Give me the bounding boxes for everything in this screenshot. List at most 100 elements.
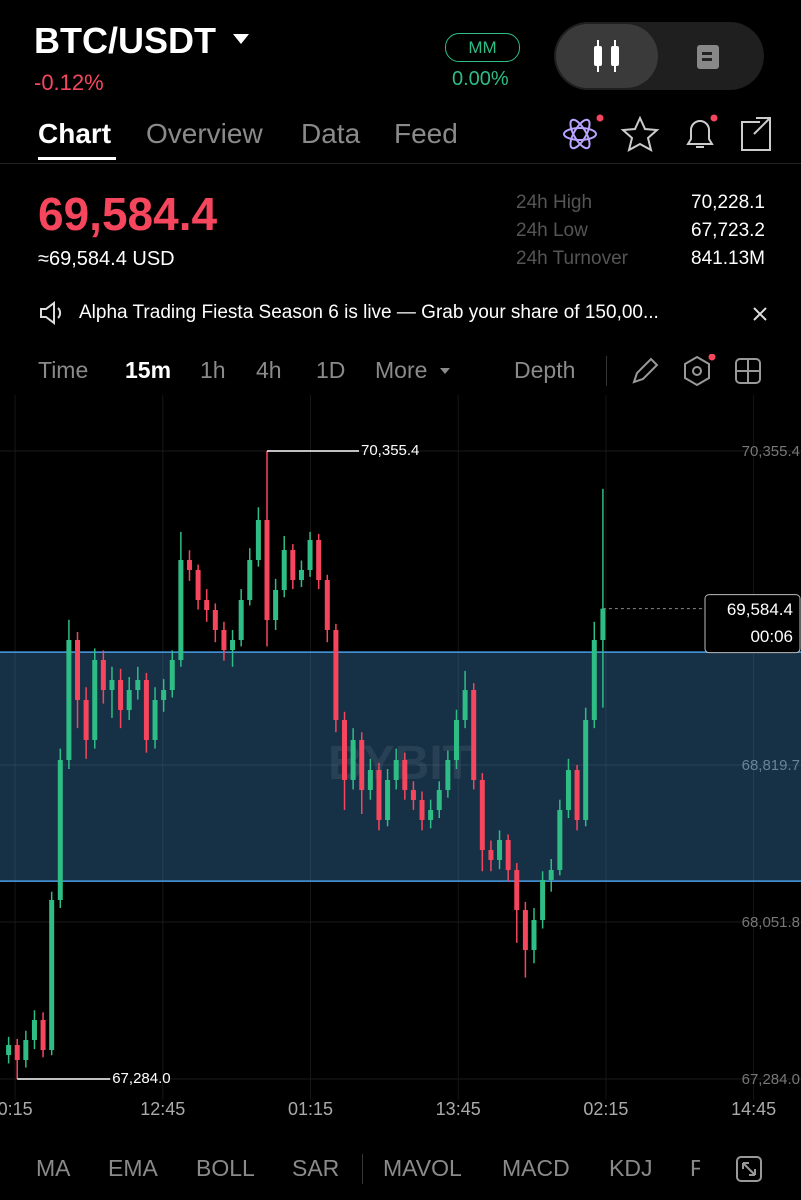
mm-value: 0.00% [452,68,509,90]
candle-body [583,720,589,821]
candle-body [221,630,227,651]
last-price: 69,584.4 [38,188,218,240]
x-tick-label: 01:15 [288,1099,333,1119]
y-tick-label: 67,284.0 [742,1071,800,1088]
zone [0,652,801,882]
interval[interactable]: 1h [200,357,226,383]
candle-body [161,690,167,701]
candle-body [264,520,270,621]
candle-body [204,600,210,611]
indicator[interactable]: MA [36,1155,71,1181]
last-price-box [704,594,801,654]
candle-body [92,660,98,741]
candle-body [505,840,511,871]
stat-value: 70,228.1 [691,192,765,213]
candle-body [118,680,124,711]
candle-body [298,570,304,581]
candle-body [195,570,201,601]
x-tick-label: 0:15 [0,1099,33,1119]
candle-body [402,760,408,791]
interval[interactable]: 1D [316,357,346,383]
last-price-label: 69,584.4 [727,600,793,619]
tab-underline [38,157,116,160]
price-usd: ≈69,584.4 USD [38,248,175,270]
candle-body [522,910,528,951]
candle-body [376,770,382,821]
candle-body [471,690,477,781]
candle-body [14,1045,20,1061]
interval[interactable]: 4h [256,357,282,383]
candle-body [281,550,287,590]
candle-body [428,810,434,821]
stat-value: 841.13M [691,248,765,269]
mm-badge[interactable]: MM [445,33,520,62]
info-view-button[interactable] [694,42,726,72]
candle-body [497,840,503,861]
candle-body [255,520,261,561]
interval[interactable]: More [375,357,428,383]
candle-body [333,630,339,721]
candle-body [410,790,416,801]
candle-body [557,810,563,871]
candle-body [40,1020,46,1051]
stat-label: 24h High [516,192,593,213]
pair-title[interactable]: BTC/USDT [34,20,216,61]
tab[interactable]: Feed [394,118,458,149]
candle-body [367,770,373,791]
max-label: 70,355.4 [361,442,419,459]
candle-body [453,720,459,761]
indicator[interactable]: MACD [502,1155,570,1181]
candle-body [385,780,391,821]
candle-body [31,1020,37,1041]
candle-body [247,560,253,601]
indicator[interactable]: BOLL [196,1155,255,1181]
indicator[interactable]: KDJ [609,1155,653,1181]
tab-active[interactable]: Chart [38,118,112,149]
candle-body [212,610,218,631]
announcement[interactable]: Alpha Trading Fiesta Season 6 is live — … [79,302,659,323]
price-change: -0.12% [34,70,104,95]
close-icon[interactable] [752,306,768,322]
candle-body [531,920,537,951]
x-tick-label: 13:45 [436,1099,481,1119]
candle-body [548,870,554,881]
candle-body [126,690,132,711]
x-tick-label: 12:45 [140,1099,185,1119]
candle-body [230,640,236,651]
depth-tab[interactable]: Depth [514,357,576,383]
tab[interactable]: Overview [146,118,263,149]
candle-body [109,680,115,691]
expand-icon[interactable] [735,1155,763,1183]
candle-body [143,680,149,741]
candle-body [6,1045,12,1056]
candle-body [324,580,330,631]
candle-body [419,800,425,821]
tool-icons[interactable] [630,354,770,388]
candle-body [83,700,89,741]
candle-body [540,880,546,921]
dropdown-icon[interactable] [232,32,250,46]
interval[interactable]: Time [38,357,89,383]
candlestick-chart: 0:15 12:45 01:15 13:45 02:15 14:45 70,355.4 68,… [0,395,801,1119]
interval-active[interactable]: 15m [125,357,172,383]
indicator[interactable]: F [690,1155,700,1181]
candle-body [75,640,81,701]
candle-body [600,608,606,641]
candle-view-button[interactable] [556,24,658,88]
countdown: 00:06 [750,627,793,646]
indicator[interactable]: SAR [292,1155,340,1181]
indicator[interactable]: MAVOL [383,1155,462,1181]
candle-body [66,640,72,761]
candle-body [514,870,520,911]
candle-body [359,740,365,791]
indicator[interactable]: EMA [108,1155,158,1181]
candle-body [342,720,348,781]
candle-body [393,760,399,781]
x-tick-label: 02:15 [583,1099,628,1119]
header-icons[interactable] [560,112,780,156]
stat-label: 24h Low [516,220,588,241]
candle-body [135,680,141,691]
candle-body [591,640,597,721]
tab[interactable]: Data [301,118,361,149]
candle-body [169,660,175,691]
